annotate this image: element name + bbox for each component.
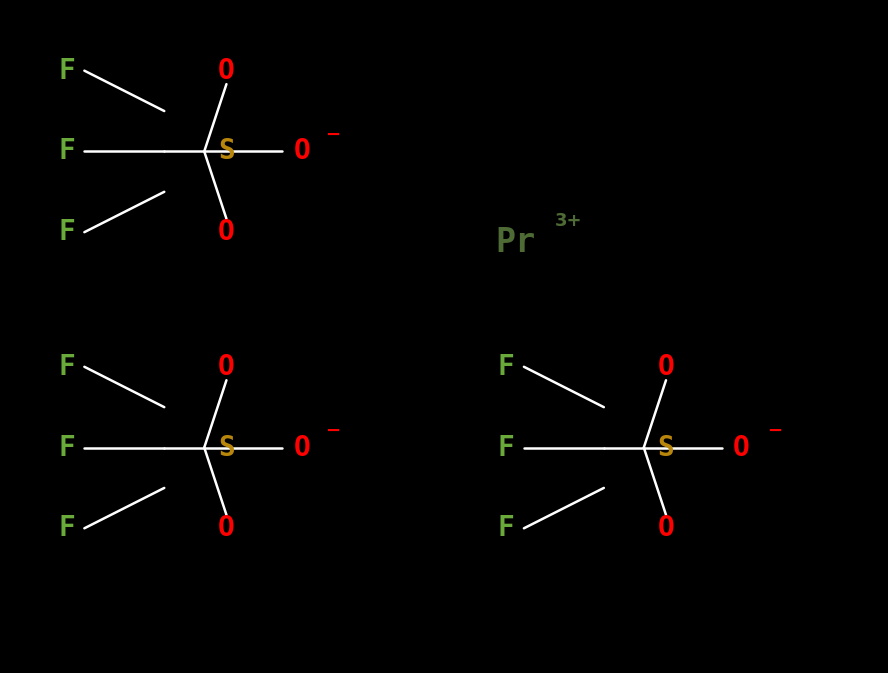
Text: S: S — [658, 433, 674, 462]
Text: S: S — [218, 433, 234, 462]
Text: −: − — [325, 422, 341, 439]
Text: F: F — [498, 433, 514, 462]
Text: O: O — [658, 353, 674, 381]
Text: Pr: Pr — [496, 225, 535, 259]
Text: F: F — [59, 57, 75, 85]
Text: F: F — [59, 137, 75, 166]
Text: −: − — [766, 422, 782, 439]
Text: O: O — [218, 218, 234, 246]
Text: O: O — [294, 137, 310, 166]
Text: F: F — [59, 218, 75, 246]
Text: O: O — [218, 57, 234, 85]
Text: O: O — [733, 433, 749, 462]
Text: O: O — [218, 514, 234, 542]
Text: O: O — [294, 433, 310, 462]
Text: F: F — [498, 353, 514, 381]
Text: −: − — [325, 126, 341, 143]
Text: O: O — [658, 514, 674, 542]
Text: F: F — [59, 433, 75, 462]
Text: F: F — [498, 514, 514, 542]
Text: F: F — [59, 514, 75, 542]
Text: 3+: 3+ — [555, 212, 583, 229]
Text: F: F — [59, 353, 75, 381]
Text: O: O — [218, 353, 234, 381]
Text: S: S — [218, 137, 234, 166]
